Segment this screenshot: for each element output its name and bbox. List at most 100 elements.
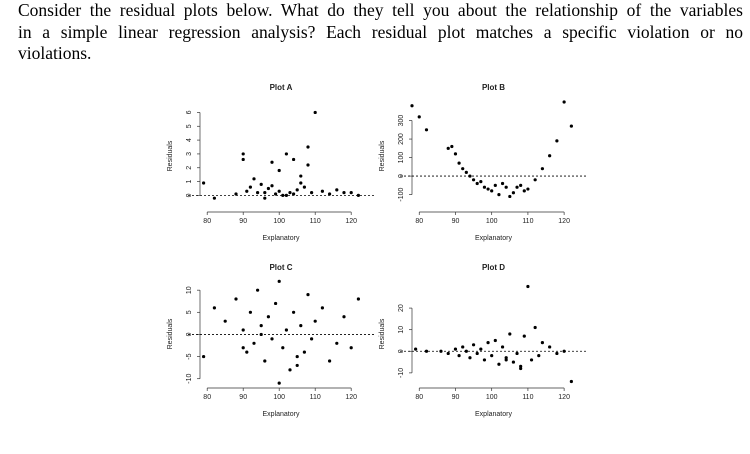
point — [284, 328, 288, 332]
point — [475, 181, 479, 186]
point — [274, 192, 278, 196]
y-tick-label: 100 — [398, 152, 405, 164]
point — [461, 345, 465, 349]
point — [493, 338, 497, 343]
point — [212, 306, 216, 310]
point — [461, 167, 465, 171]
point — [202, 181, 206, 185]
point — [508, 194, 512, 199]
point — [508, 332, 512, 336]
point — [486, 187, 490, 191]
point — [457, 161, 461, 165]
point — [306, 293, 310, 297]
point — [277, 279, 281, 283]
point — [266, 315, 270, 319]
point — [256, 191, 260, 195]
point — [313, 110, 317, 115]
point — [288, 368, 292, 372]
x-tick-label: 80 — [203, 218, 211, 225]
point — [500, 345, 505, 349]
point — [569, 124, 573, 128]
point — [453, 347, 458, 351]
x-axis-label: Explanatory — [263, 235, 300, 242]
point — [270, 160, 274, 164]
point — [471, 343, 476, 347]
point — [439, 349, 443, 353]
point — [522, 334, 526, 338]
point — [479, 180, 483, 184]
point — [519, 183, 523, 187]
point — [497, 192, 501, 197]
x-tick-label: 80 — [203, 394, 211, 401]
point — [464, 349, 468, 353]
x-tick-label: 110 — [310, 394, 321, 401]
point — [248, 310, 252, 314]
point — [540, 341, 545, 345]
y-tick-label: 5 — [186, 310, 193, 314]
point — [504, 358, 508, 362]
question-line: violations. — [18, 43, 92, 63]
point — [263, 191, 267, 195]
point — [234, 192, 238, 196]
point — [277, 189, 281, 193]
point — [417, 115, 421, 119]
x-axis-label: Explanatory — [475, 235, 512, 242]
point — [490, 189, 494, 193]
y-tick-label: 20 — [398, 304, 405, 312]
point — [295, 363, 299, 368]
point — [537, 354, 541, 358]
x-tick-label: 120 — [558, 394, 570, 401]
x-tick-label: 100 — [486, 394, 498, 401]
point — [259, 323, 263, 328]
point — [511, 191, 516, 195]
point — [342, 191, 346, 195]
y-tick-label: 200 — [398, 133, 405, 145]
point — [479, 347, 483, 351]
point — [522, 189, 526, 193]
point — [446, 146, 450, 150]
point — [526, 284, 530, 289]
y-tick-label: 3 — [186, 152, 193, 156]
point — [306, 163, 310, 167]
y-axis-label: Residuals — [167, 140, 174, 171]
x-axis-label: Explanatory — [475, 411, 512, 418]
point — [356, 297, 360, 301]
point — [453, 152, 458, 156]
point — [281, 346, 285, 350]
y-tick-label: 5 — [186, 124, 193, 128]
point — [424, 128, 429, 132]
point — [320, 306, 324, 310]
question-line: Consider the residual plots below. What … — [18, 0, 743, 20]
point — [245, 350, 249, 354]
y-tick-label: 1 — [186, 180, 193, 184]
point — [263, 196, 267, 200]
point — [234, 297, 238, 301]
x-tick-label: 90 — [452, 394, 460, 401]
point — [504, 185, 508, 189]
point — [457, 354, 461, 358]
y-tick-label: 2 — [186, 166, 193, 170]
point — [497, 362, 501, 366]
x-tick-label: 90 — [239, 394, 247, 401]
point — [310, 337, 314, 341]
point — [555, 351, 559, 356]
point — [277, 381, 281, 385]
point — [335, 188, 339, 192]
point — [284, 193, 288, 198]
point — [292, 157, 296, 162]
point — [270, 184, 274, 188]
y-tick-label: -10 — [186, 374, 193, 384]
point — [540, 167, 545, 171]
point — [328, 192, 332, 196]
point — [533, 325, 537, 330]
point — [202, 354, 206, 359]
point — [548, 345, 552, 349]
point — [241, 152, 245, 156]
y-tick-label: 10 — [398, 326, 405, 334]
point — [256, 288, 260, 292]
point — [533, 178, 537, 182]
point — [245, 189, 249, 193]
point — [446, 351, 450, 356]
